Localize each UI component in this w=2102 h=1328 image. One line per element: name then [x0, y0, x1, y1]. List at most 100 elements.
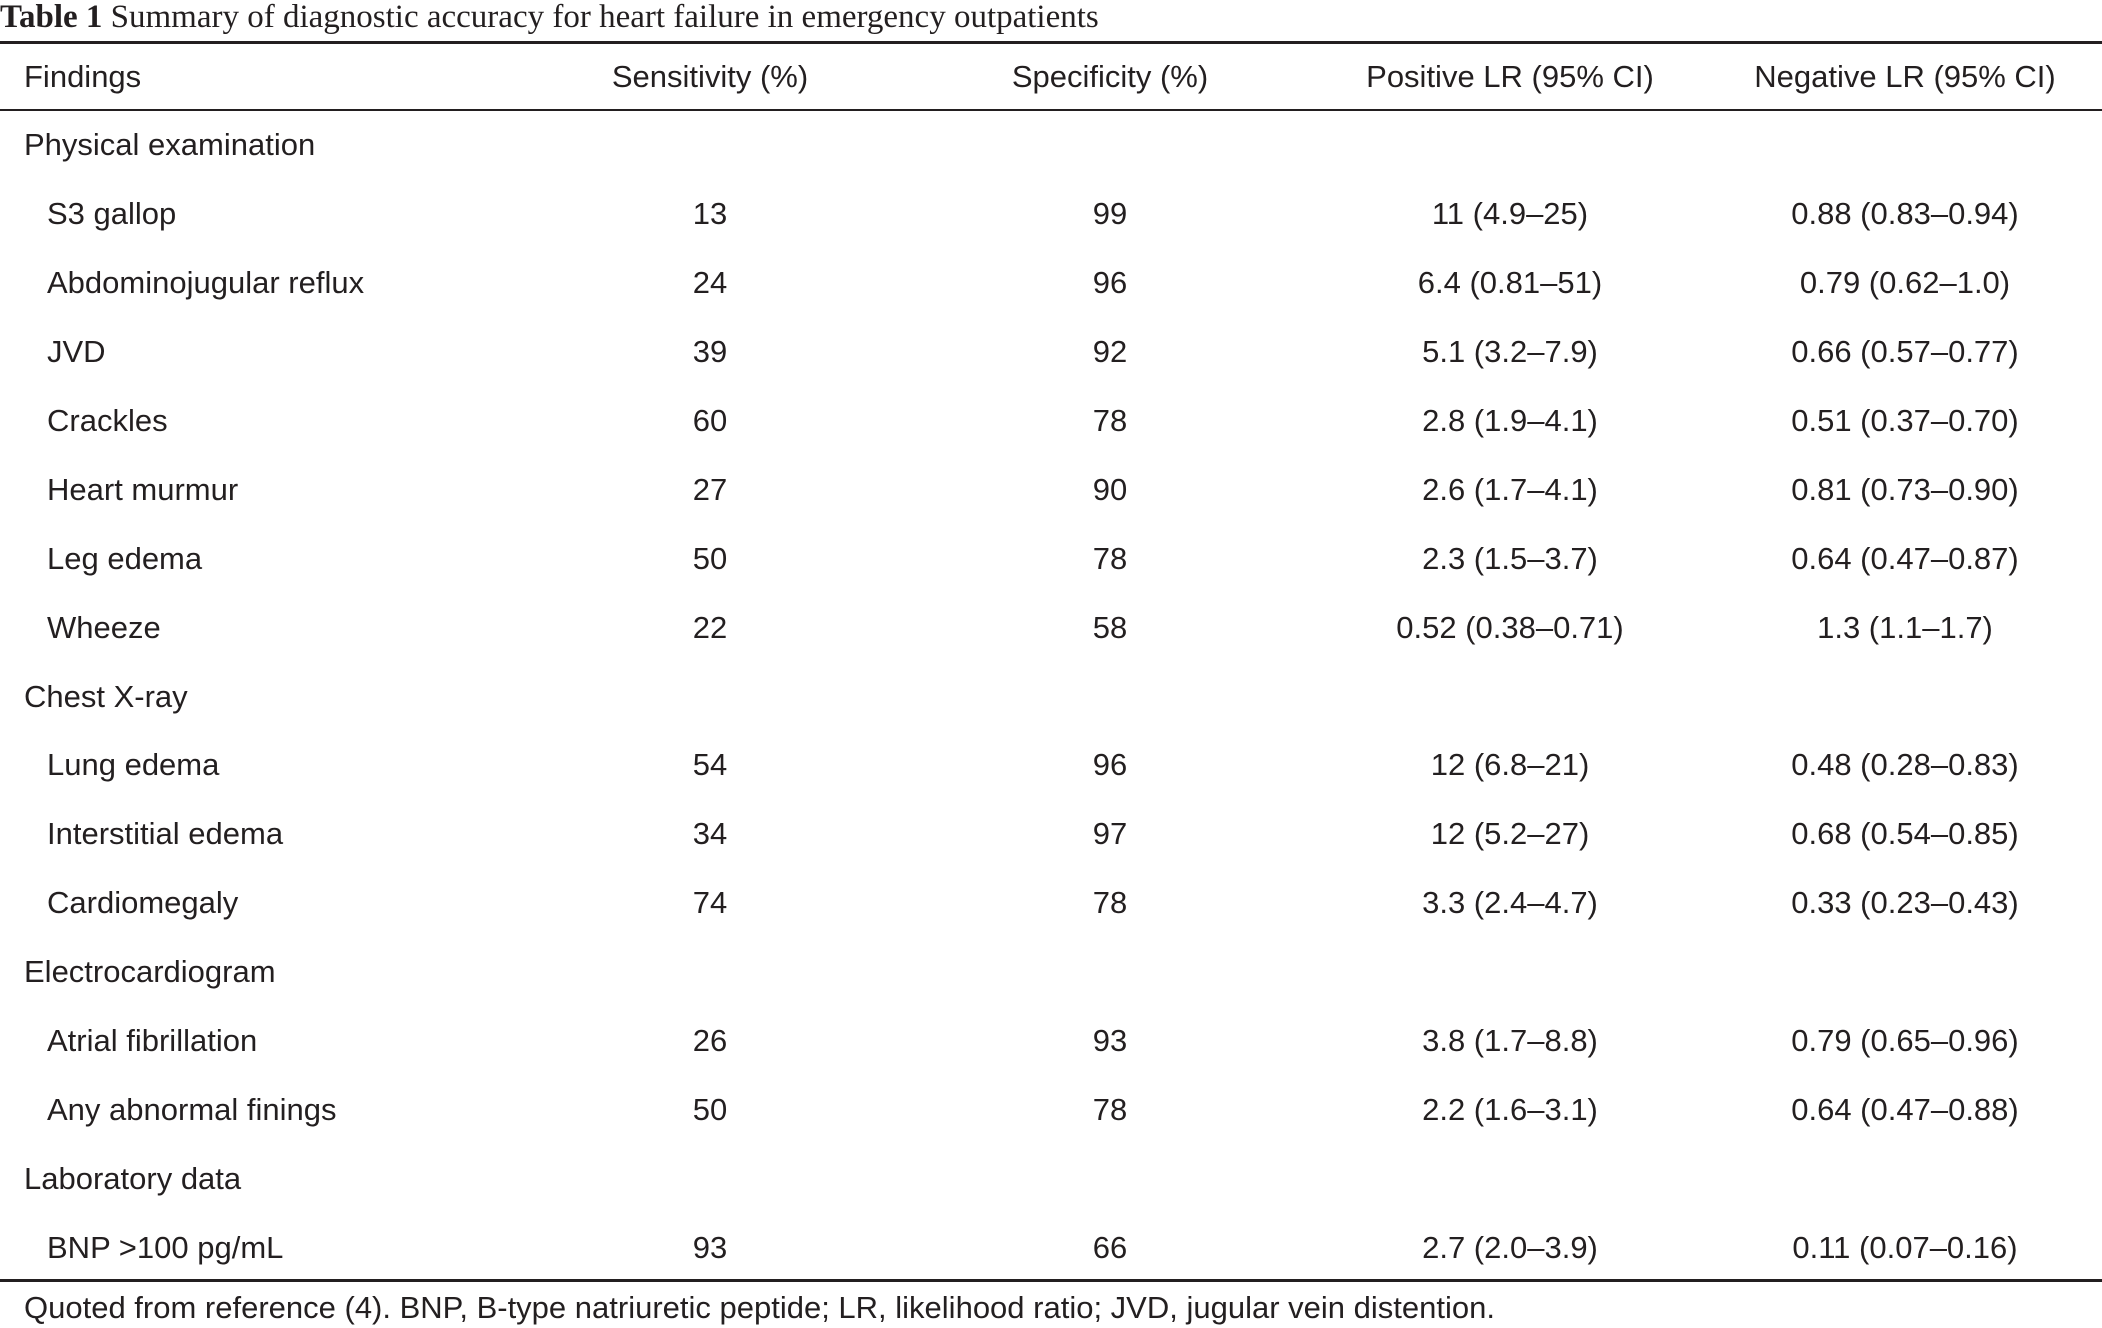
section-row: Laboratory data: [0, 1144, 2102, 1213]
specificity-cell: 97: [1092, 816, 1128, 852]
sensitivity-cell: 13: [692, 196, 728, 232]
header-row: Findings Sensitivity (%) Specificity (%)…: [0, 44, 2102, 109]
specificity-cell: 90: [1092, 471, 1128, 507]
sensitivity-cell: 34: [692, 816, 728, 852]
positive-lr-cell: 2.8 (1.9–4.1): [1422, 403, 1598, 438]
sensitivity-cell: 22: [692, 609, 728, 645]
positive-lr-cell: 11 (4.9–25): [1431, 196, 1589, 232]
negative-lr-cell: 0.66 (0.57–0.77): [1791, 334, 2019, 370]
finding-cell: Interstitial edema: [47, 816, 284, 852]
section-row: Electrocardiogram: [0, 938, 2102, 1007]
specificity-cell: 96: [1092, 265, 1128, 301]
negative-lr-cell: 0.79 (0.65–0.96): [1791, 1023, 2019, 1059]
sensitivity-cell: 39: [692, 334, 728, 370]
finding-cell: Cardiomegaly: [47, 885, 239, 921]
specificity-cell: 58: [1092, 609, 1128, 645]
negative-lr-cell: 0.88 (0.83–0.94): [1791, 196, 2019, 232]
table-caption-text: Summary of diagnostic accuracy for heart…: [110, 0, 1099, 35]
positive-lr-cell: 2.7 (2.0–3.9): [1422, 1229, 1598, 1265]
sensitivity-cell: 54: [692, 747, 728, 783]
table-top-rule: [0, 41, 2102, 44]
finding-cell: Crackles: [47, 403, 168, 438]
table-row: JVD 39 92 5.1 (3.2–7.9) 0.66 (0.57–0.77): [0, 318, 2102, 387]
positive-lr-cell: 3.8 (1.7–8.8): [1422, 1023, 1598, 1059]
negative-lr-cell: 0.81 (0.73–0.90): [1791, 471, 2019, 507]
section-row: Chest X-ray: [0, 662, 2102, 731]
sensitivity-cell: 24: [692, 265, 728, 301]
section-label: Laboratory data: [24, 1160, 242, 1196]
table-footnote: Quoted from reference (4). BNP, B-type n…: [24, 1290, 1495, 1325]
finding-cell: Atrial fibrillation: [47, 1023, 258, 1059]
table-body: Physical examination S3 gallop 13 99 11 (4.9…: [0, 111, 2102, 1282]
finding-cell: Abdominojugular reflux: [47, 265, 365, 301]
finding-cell: Wheeze: [47, 609, 161, 645]
positive-lr-cell: 6.4 (0.81–51): [1417, 265, 1603, 301]
specificity-cell: 78: [1092, 403, 1128, 438]
table-caption-label: Table 1: [0, 0, 103, 35]
sensitivity-cell: 27: [692, 471, 728, 507]
table-row: Abdominojugular reflux 24 96 6.4 (0.81–51) 0…: [0, 249, 2102, 318]
sensitivity-cell: 60: [692, 403, 728, 438]
header-negative-lr: Negative LR (95% CI): [1754, 58, 2056, 94]
finding-cell: Lung edema: [47, 747, 220, 783]
section-label: Electrocardiogram: [24, 954, 276, 990]
finding-cell: BNP >100 pg/mL: [47, 1229, 284, 1265]
sensitivity-cell: 26: [692, 1023, 728, 1059]
finding-cell: Any abnormal finings: [47, 1091, 337, 1127]
finding-cell: JVD: [47, 334, 106, 370]
table-row: Crackles 60 78 2.8 (1.9–4.1) 0.51 (0.37–0.70…: [0, 387, 2102, 456]
positive-lr-cell: 12 (5.2–27): [1430, 816, 1590, 852]
negative-lr-cell: 1.3 (1.1–1.7): [1817, 609, 1993, 645]
specificity-cell: 66: [1092, 1229, 1128, 1265]
positive-lr-cell: 12 (6.8–21): [1430, 747, 1590, 783]
finding-cell: S3 gallop: [47, 196, 177, 232]
table-row: Wheeze 22 58 0.52 (0.38–0.71) 1.3 (1.1–1.7): [0, 593, 2102, 662]
table-row: Any abnormal finings 50 78 2.2 (1.6–3.1) 0.6…: [0, 1075, 2102, 1144]
positive-lr-cell: 2.3 (1.5–3.7): [1422, 540, 1598, 576]
positive-lr-cell: 2.6 (1.7–4.1): [1422, 471, 1598, 507]
specificity-cell: 78: [1092, 1091, 1128, 1127]
section-label: Chest X-ray: [24, 678, 188, 714]
negative-lr-cell: 0.51 (0.37–0.70): [1791, 403, 2019, 438]
section-label: Physical examination: [24, 127, 316, 163]
header-sensitivity: Sensitivity (%): [611, 58, 809, 94]
specificity-cell: 99: [1092, 196, 1128, 232]
header-specificity: Specificity (%): [1011, 58, 1209, 94]
header-findings: Findings: [24, 58, 142, 94]
header-positive-lr: Positive LR (95% CI): [1366, 58, 1654, 94]
specificity-cell: 93: [1092, 1023, 1128, 1059]
table-bottom-rule: [0, 1279, 2102, 1282]
specificity-cell: 78: [1092, 885, 1128, 921]
negative-lr-cell: 0.68 (0.54–0.85): [1791, 816, 2019, 852]
table-row: Leg edema 50 78 2.3 (1.5–3.7) 0.64 (0.47–0.8…: [0, 524, 2102, 593]
positive-lr-cell: 0.52 (0.38–0.71): [1396, 609, 1624, 645]
table-row: Lung edema 54 96 12 (6.8–21) 0.48 (0.28–0.83…: [0, 731, 2102, 800]
specificity-cell: 78: [1092, 540, 1128, 576]
section-row: Physical examination: [0, 111, 2102, 180]
negative-lr-cell: 0.79 (0.62–1.0): [1799, 265, 2011, 301]
finding-cell: Leg edema: [47, 540, 203, 576]
table-header-rule: [0, 109, 2102, 111]
finding-cell: Heart murmur: [47, 471, 239, 507]
negative-lr-cell: 0.48 (0.28–0.83): [1791, 747, 2019, 783]
table-row: Cardiomegaly 74 78 3.3 (2.4–4.7) 0.33 (0.23–…: [0, 869, 2102, 938]
positive-lr-cell: 2.2 (1.6–3.1): [1422, 1091, 1598, 1127]
table-header: Findings Sensitivity (%) Specificity (%)…: [0, 44, 2102, 109]
sensitivity-cell: 50: [692, 1091, 728, 1127]
negative-lr-cell: 0.33 (0.23–0.43): [1791, 885, 2019, 921]
negative-lr-cell: 0.11 (0.07–0.16): [1792, 1229, 2018, 1265]
sensitivity-cell: 50: [692, 540, 728, 576]
sensitivity-cell: 93: [692, 1229, 728, 1265]
negative-lr-cell: 0.64 (0.47–0.88): [1791, 1091, 2019, 1127]
table-row: Interstitial edema 34 97 12 (5.2–27) 0.68 (0…: [0, 800, 2102, 869]
positive-lr-cell: 5.1 (3.2–7.9): [1422, 334, 1598, 370]
table-row: BNP >100 pg/mL 93 66 2.7 (2.0–3.9) 0.11 (0.0…: [0, 1213, 2102, 1282]
table-row: S3 gallop 13 99 11 (4.9–25) 0.88 (0.83–0.94): [0, 180, 2102, 249]
specificity-cell: 92: [1092, 334, 1128, 370]
table-row: Heart murmur 27 90 2.6 (1.7–4.1) 0.81 (0.73–…: [0, 455, 2102, 524]
sensitivity-cell: 74: [692, 885, 728, 921]
table-caption: Table 1 Summary of diagnostic accuracy f…: [0, 0, 1099, 34]
table-row: Atrial fibrillation 26 93 3.8 (1.7–8.8) 0.79…: [0, 1007, 2102, 1076]
negative-lr-cell: 0.64 (0.47–0.87): [1791, 540, 2019, 576]
positive-lr-cell: 3.3 (2.4–4.7): [1422, 885, 1598, 921]
